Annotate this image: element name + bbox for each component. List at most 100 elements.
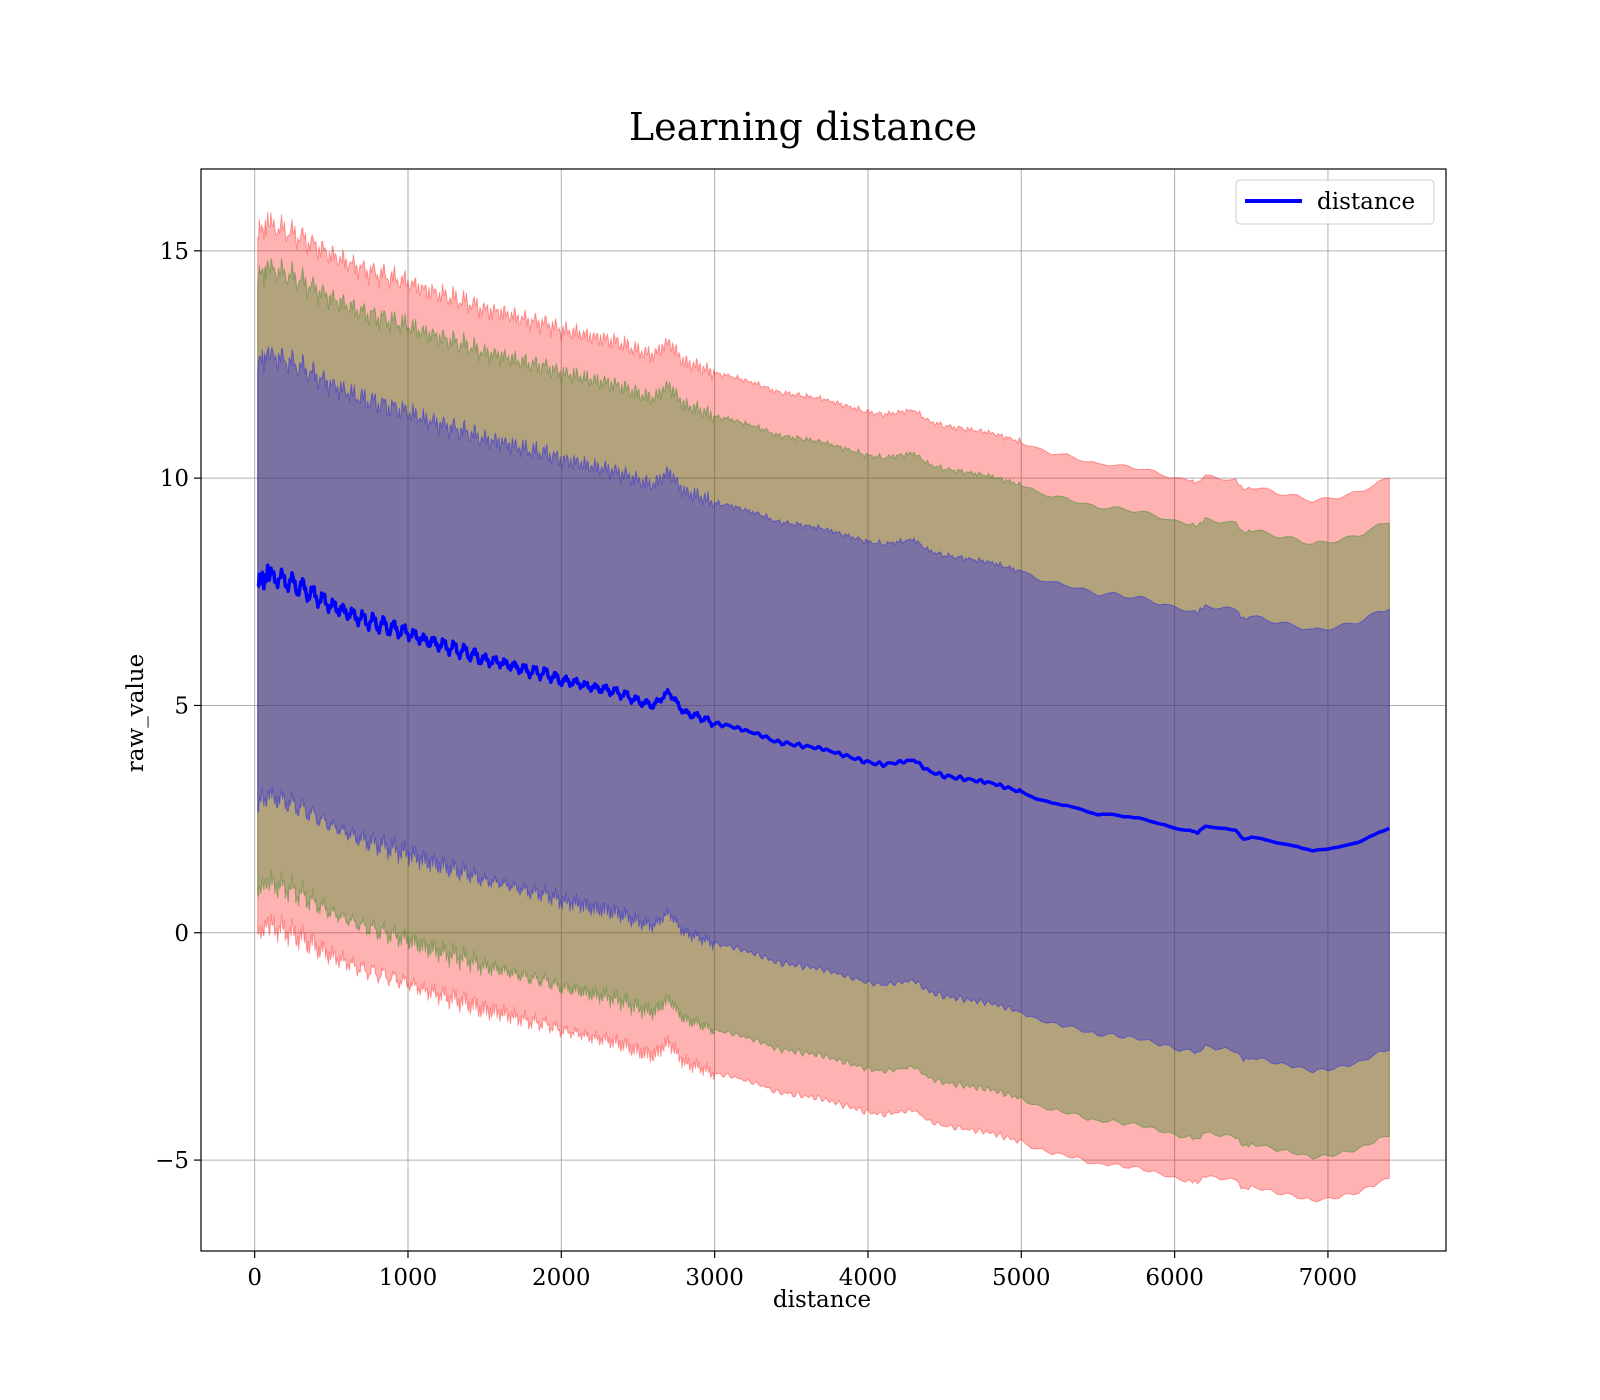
chart-title: Learning distance [629, 105, 977, 149]
series-lines [256, 563, 1391, 853]
data-point-63 [1205, 825, 1206, 826]
data-point-74 [1358, 841, 1359, 842]
data-point-26 [653, 705, 654, 706]
data-point-0 [257, 580, 258, 581]
y-tick-label-3: 10 [160, 466, 189, 492]
x-tick-label-5: 5000 [992, 1265, 1051, 1291]
data-point-51 [1036, 798, 1037, 799]
data-point-67 [1251, 837, 1252, 838]
legend-box [1235, 179, 1435, 225]
data-point-71 [1312, 850, 1313, 851]
data-point-60 [1174, 828, 1175, 829]
data-point-14 [469, 653, 470, 654]
data-point-18 [530, 671, 531, 672]
data-point-57 [1128, 816, 1129, 817]
data-point-19 [546, 673, 547, 674]
data-point-54 [1082, 810, 1083, 811]
legend-label-distance: distance [1317, 189, 1415, 215]
data-point-68 [1266, 839, 1267, 840]
x-tick-label-0: 0 [247, 1265, 262, 1291]
data-point-44 [929, 771, 930, 772]
legend: distance [1235, 179, 1435, 225]
data-point-38 [837, 753, 838, 754]
data-point-9 [392, 628, 393, 629]
data-point-50 [1021, 791, 1022, 792]
data-point-37 [822, 748, 823, 749]
data-point-32 [745, 730, 746, 731]
data-point-41 [883, 764, 884, 765]
data-point-56 [1113, 814, 1114, 815]
plot-frame [200, 168, 1447, 1252]
data-point-12 [438, 644, 439, 645]
confidence-bands [257, 212, 1390, 1203]
data-point-20 [561, 680, 562, 681]
data-point-61 [1189, 830, 1190, 831]
data-point-52 [1052, 803, 1053, 804]
data-point-73 [1343, 846, 1344, 847]
data-point-70 [1297, 846, 1298, 847]
data-point-55 [1098, 814, 1099, 815]
data-point-27 [668, 691, 669, 692]
y-axis-label: raw_value [123, 654, 149, 772]
data-point-8 [377, 623, 378, 624]
y-tick-label-4: 15 [160, 239, 189, 265]
data-point-33 [760, 735, 761, 736]
data-point-35 [791, 744, 792, 745]
data-point-23 [607, 689, 608, 690]
data-point-59 [1159, 823, 1160, 824]
data-point-25 [638, 700, 639, 701]
data-point-31 [730, 725, 731, 726]
data-point-39 [852, 757, 853, 758]
data-point-4 [316, 596, 317, 597]
data-point-17 [515, 666, 516, 667]
band-0 [257, 212, 1390, 1203]
x-tick-label-3: 3000 [685, 1265, 744, 1291]
data-point-53 [1067, 805, 1068, 806]
x-tick-label-4: 4000 [839, 1265, 898, 1291]
grid [201, 169, 1446, 1251]
band-1 [257, 257, 1390, 1160]
x-tick-label-7: 7000 [1299, 1265, 1358, 1291]
x-axis-ticks: 0 1000 2000 3000 4000 5000 6000 7000 [247, 1251, 1357, 1291]
data-point-65 [1235, 830, 1236, 831]
data-point-7 [362, 619, 363, 620]
data-point-64 [1220, 828, 1221, 829]
band-2 [257, 346, 1390, 1074]
data-point-72 [1327, 848, 1328, 849]
data-point-66 [1243, 839, 1244, 840]
data-point-24 [622, 694, 623, 695]
data-point-28 [684, 712, 685, 713]
data-point-21 [576, 682, 577, 683]
y-axis-ticks: −5 0 5 10 15 [155, 239, 201, 1174]
y-tick-label-0: −5 [155, 1148, 189, 1174]
data-point-6 [346, 612, 347, 613]
data-point-5 [331, 605, 332, 606]
data-point-75 [1373, 835, 1374, 836]
data-point-29 [699, 716, 700, 717]
data-point-13 [454, 648, 455, 649]
x-tick-label-2: 2000 [532, 1265, 591, 1291]
data-point-22 [592, 687, 593, 688]
y-tick-label-2: 5 [174, 693, 189, 719]
data-point-11 [423, 639, 424, 640]
x-tick-label-6: 6000 [1145, 1265, 1204, 1291]
y-tick-label-1: 0 [174, 921, 189, 947]
data-point-58 [1143, 819, 1144, 820]
data-point-62 [1197, 832, 1198, 833]
data-point-15 [484, 660, 485, 661]
data-point-76 [1389, 828, 1390, 829]
data-point-2 [285, 580, 286, 581]
data-point-69 [1281, 844, 1282, 845]
data-point-3 [300, 587, 301, 588]
series-line-distance [256, 563, 1391, 853]
data-point-43 [914, 760, 915, 761]
data-point-42 [898, 762, 899, 763]
x-axis-label: distance [773, 1287, 871, 1313]
data-point-40 [868, 762, 869, 763]
data-point-34 [776, 741, 777, 742]
data-point-46 [960, 778, 961, 779]
data-point-1 [270, 575, 271, 576]
x-tick-label-1: 1000 [379, 1265, 438, 1291]
data-point-48 [990, 782, 991, 783]
